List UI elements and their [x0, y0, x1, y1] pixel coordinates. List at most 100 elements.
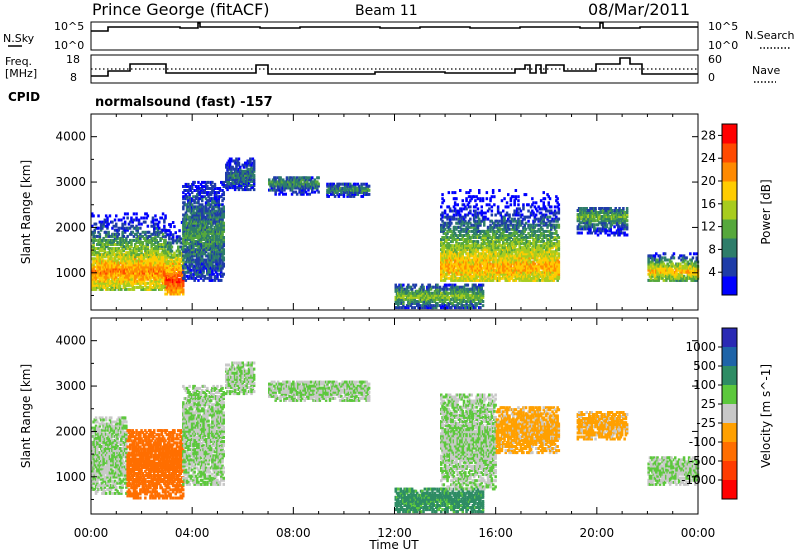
echo-cell [208, 211, 212, 215]
echo-cell [159, 287, 162, 291]
echo-cell [203, 274, 206, 278]
echo-cell [146, 273, 150, 277]
echo-cell [103, 269, 107, 273]
echo-cell [222, 248, 225, 252]
echo-cell [216, 242, 219, 246]
echo-cell [207, 187, 210, 190]
echo-cell [469, 289, 472, 293]
echo-cell [168, 261, 171, 265]
echo-cell [461, 258, 464, 262]
echo-cell [476, 270, 480, 274]
echo-cell [187, 215, 190, 219]
echo-cell [488, 207, 491, 211]
echo-cell [93, 249, 96, 253]
echo-cell [400, 293, 404, 297]
echo-cell [461, 300, 464, 303]
echo-cell [456, 244, 459, 248]
echo-cell [208, 221, 212, 225]
echo-cell [330, 186, 333, 190]
echo-cell [466, 274, 470, 278]
echo-cell [236, 161, 239, 165]
echo-cell [151, 224, 155, 228]
echo-cell [232, 159, 236, 163]
echo-cell [216, 268, 219, 272]
echo-cell [462, 300, 466, 303]
echo-cell [204, 205, 208, 209]
echo-cell [443, 211, 447, 215]
echo-cell [150, 253, 153, 257]
echo-cell [475, 268, 478, 272]
echo-cell [201, 215, 204, 219]
echo-cell [117, 218, 121, 222]
echo-cell [475, 262, 478, 266]
echo-cell [164, 229, 167, 233]
echo-cell [440, 254, 443, 258]
echo-cell [350, 192, 353, 196]
echo-cell [249, 157, 252, 161]
echo-cell [173, 292, 176, 296]
echo-cell [302, 184, 305, 188]
echo-cell [183, 219, 186, 223]
echo-cell [227, 184, 231, 187]
echo-cell [214, 229, 218, 233]
echo-cell [201, 246, 204, 250]
echo-cell [101, 259, 104, 263]
echo-cell [154, 232, 157, 236]
echo-cell [457, 278, 461, 282]
echo-cell [155, 253, 158, 257]
echo-cell [246, 163, 249, 167]
echo-cell [476, 219, 480, 223]
echo-cell [140, 241, 143, 244]
echo-cell [178, 292, 181, 296]
echo-cell [183, 256, 186, 260]
echo-cell [328, 188, 332, 192]
echo-cell [107, 261, 110, 265]
echo-cell [164, 255, 167, 259]
echo-cell [427, 306, 430, 310]
echo-cell [168, 241, 171, 245]
echo-cell [99, 222, 103, 226]
echo-cell [126, 273, 129, 277]
echo-cell [108, 214, 112, 218]
echo-cell [198, 227, 201, 231]
echo-cell [185, 250, 189, 254]
echo-cell [140, 216, 143, 220]
echo-cell [471, 289, 475, 293]
echo-cell [457, 219, 461, 223]
echo-cell [457, 209, 461, 213]
echo-cell [455, 197, 458, 201]
echo-cell [479, 256, 482, 260]
echo-cell [476, 207, 480, 211]
echo-cell [132, 255, 136, 259]
echo-cell [450, 291, 453, 295]
echo-cell [462, 297, 466, 301]
echo-cell [198, 250, 201, 254]
echo-cell [185, 254, 189, 258]
echo-cell [474, 205, 477, 209]
echo-cell [179, 268, 182, 271]
echo-cell [171, 278, 175, 282]
echo-cell [201, 231, 204, 235]
echo-cell [177, 263, 180, 267]
echo-cell [122, 249, 126, 253]
echo-cell [452, 227, 456, 231]
echo-cell [220, 223, 223, 227]
echo-cell [218, 278, 222, 282]
echo-cell [218, 207, 222, 211]
echo-cell [365, 188, 368, 192]
echo-cell [440, 213, 443, 217]
echo-cell [159, 243, 162, 246]
echo-cell [216, 262, 219, 266]
echo-cell [165, 288, 169, 292]
echo-cell [155, 251, 158, 255]
echo-cell [169, 251, 172, 255]
echo-cell [211, 207, 214, 211]
echo-cell [460, 272, 463, 276]
echo-cell [108, 283, 112, 287]
echo-cell [474, 254, 477, 258]
echo-cell [472, 213, 476, 217]
echo-cell [465, 258, 468, 262]
echo-cell [185, 185, 189, 188]
echo-cell [233, 177, 237, 181]
echo-cell [408, 291, 411, 295]
